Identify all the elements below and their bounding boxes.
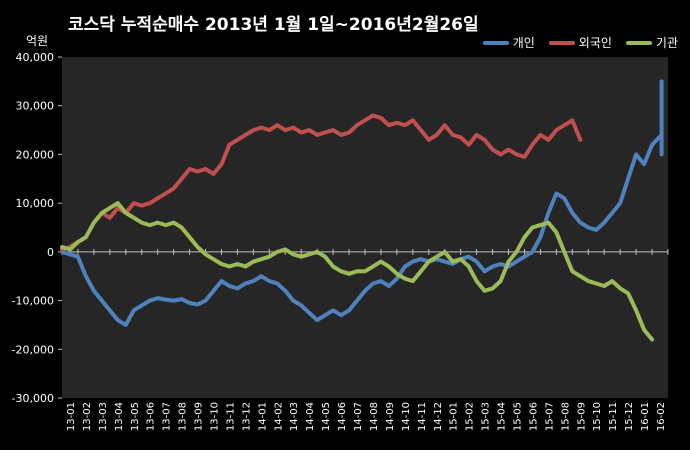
y-tick-label: -10,000 xyxy=(12,295,54,308)
x-tick-label: 14-11 xyxy=(417,402,428,431)
x-tick-label: 13-10 xyxy=(210,402,221,431)
y-unit-label: 억원 xyxy=(26,34,49,48)
legend-label-individual: 개인 xyxy=(512,36,535,50)
y-tick-label: 20,000 xyxy=(16,148,55,161)
x-tick-label: 15-12 xyxy=(624,402,635,431)
y-tick-label: 10,000 xyxy=(16,197,55,210)
plot-background xyxy=(62,57,668,398)
x-tick-label: 15-04 xyxy=(497,402,508,431)
x-tick-label: 14-07 xyxy=(353,402,364,431)
y-tick-label: -30,000 xyxy=(12,392,54,405)
x-tick-label: 15-07 xyxy=(544,402,555,431)
x-tick-label: 15-11 xyxy=(608,402,619,431)
x-tick-label: 14-01 xyxy=(257,402,268,431)
legend-item-institution: 기관 xyxy=(625,34,678,51)
x-tick-label: 13-06 xyxy=(146,402,157,431)
x-tick-label: 14-12 xyxy=(433,402,444,431)
x-tick-label: 15-06 xyxy=(528,402,539,431)
x-tick-label: 13-03 xyxy=(98,402,109,431)
legend: 개인 외국인 기관 xyxy=(482,34,678,51)
x-tick-label: 15-03 xyxy=(481,402,492,431)
x-tick-label: 13-08 xyxy=(178,402,189,431)
legend-item-foreign: 외국인 xyxy=(548,34,612,51)
x-tick-label: 13-04 xyxy=(114,402,125,431)
x-tick-label: 13-02 xyxy=(82,402,93,431)
x-tick-label: 14-10 xyxy=(401,402,412,431)
series-line-foreign xyxy=(60,113,583,252)
y-tick-label: 0 xyxy=(47,246,54,259)
x-tick-label: 14-02 xyxy=(273,402,284,431)
x-tick-label: 15-10 xyxy=(592,402,603,431)
x-tick-label: 16-01 xyxy=(640,402,651,431)
x-tick-label: 14-08 xyxy=(369,402,380,431)
legend-swatch-foreign xyxy=(548,40,575,45)
series-line-individual xyxy=(60,79,664,327)
y-tick-label: -20,000 xyxy=(12,343,54,356)
x-tick-label: 13-11 xyxy=(225,402,236,431)
x-tick-label: 16-02 xyxy=(656,402,667,431)
legend-label-institution: 기관 xyxy=(655,36,678,50)
x-tick-label: 14-04 xyxy=(305,402,316,431)
y-tick-label: 30,000 xyxy=(16,100,55,113)
legend-swatch-institution xyxy=(625,40,652,45)
x-tick-label: 15-01 xyxy=(449,402,460,431)
x-tick-label: 14-03 xyxy=(289,402,300,431)
x-tick-label: 14-06 xyxy=(337,402,348,431)
x-tick-label: 13-12 xyxy=(241,402,252,431)
x-tick-label: 13-01 xyxy=(66,402,77,431)
chart-title: 코스닥 누적순매수 2013년 1월 1일~2016년2월26일 xyxy=(68,15,479,35)
x-tick-label: 14-09 xyxy=(385,402,396,431)
x-tick-label: 13-05 xyxy=(130,402,141,431)
x-tick-label: 15-02 xyxy=(465,402,476,431)
x-tick-label: 14-05 xyxy=(321,402,332,431)
legend-swatch-individual xyxy=(482,40,509,45)
series-line-institution xyxy=(60,201,655,342)
x-tick-label: 13-09 xyxy=(194,402,205,431)
x-tick-label: 13-07 xyxy=(162,402,173,431)
legend-label-foreign: 외국인 xyxy=(578,36,612,50)
y-tick-label: 40,000 xyxy=(16,51,55,64)
legend-item-individual: 개인 xyxy=(482,34,535,51)
x-tick-label: 15-05 xyxy=(513,402,524,431)
x-tick-label: 15-09 xyxy=(576,402,587,431)
x-tick-label: 15-08 xyxy=(560,402,571,431)
